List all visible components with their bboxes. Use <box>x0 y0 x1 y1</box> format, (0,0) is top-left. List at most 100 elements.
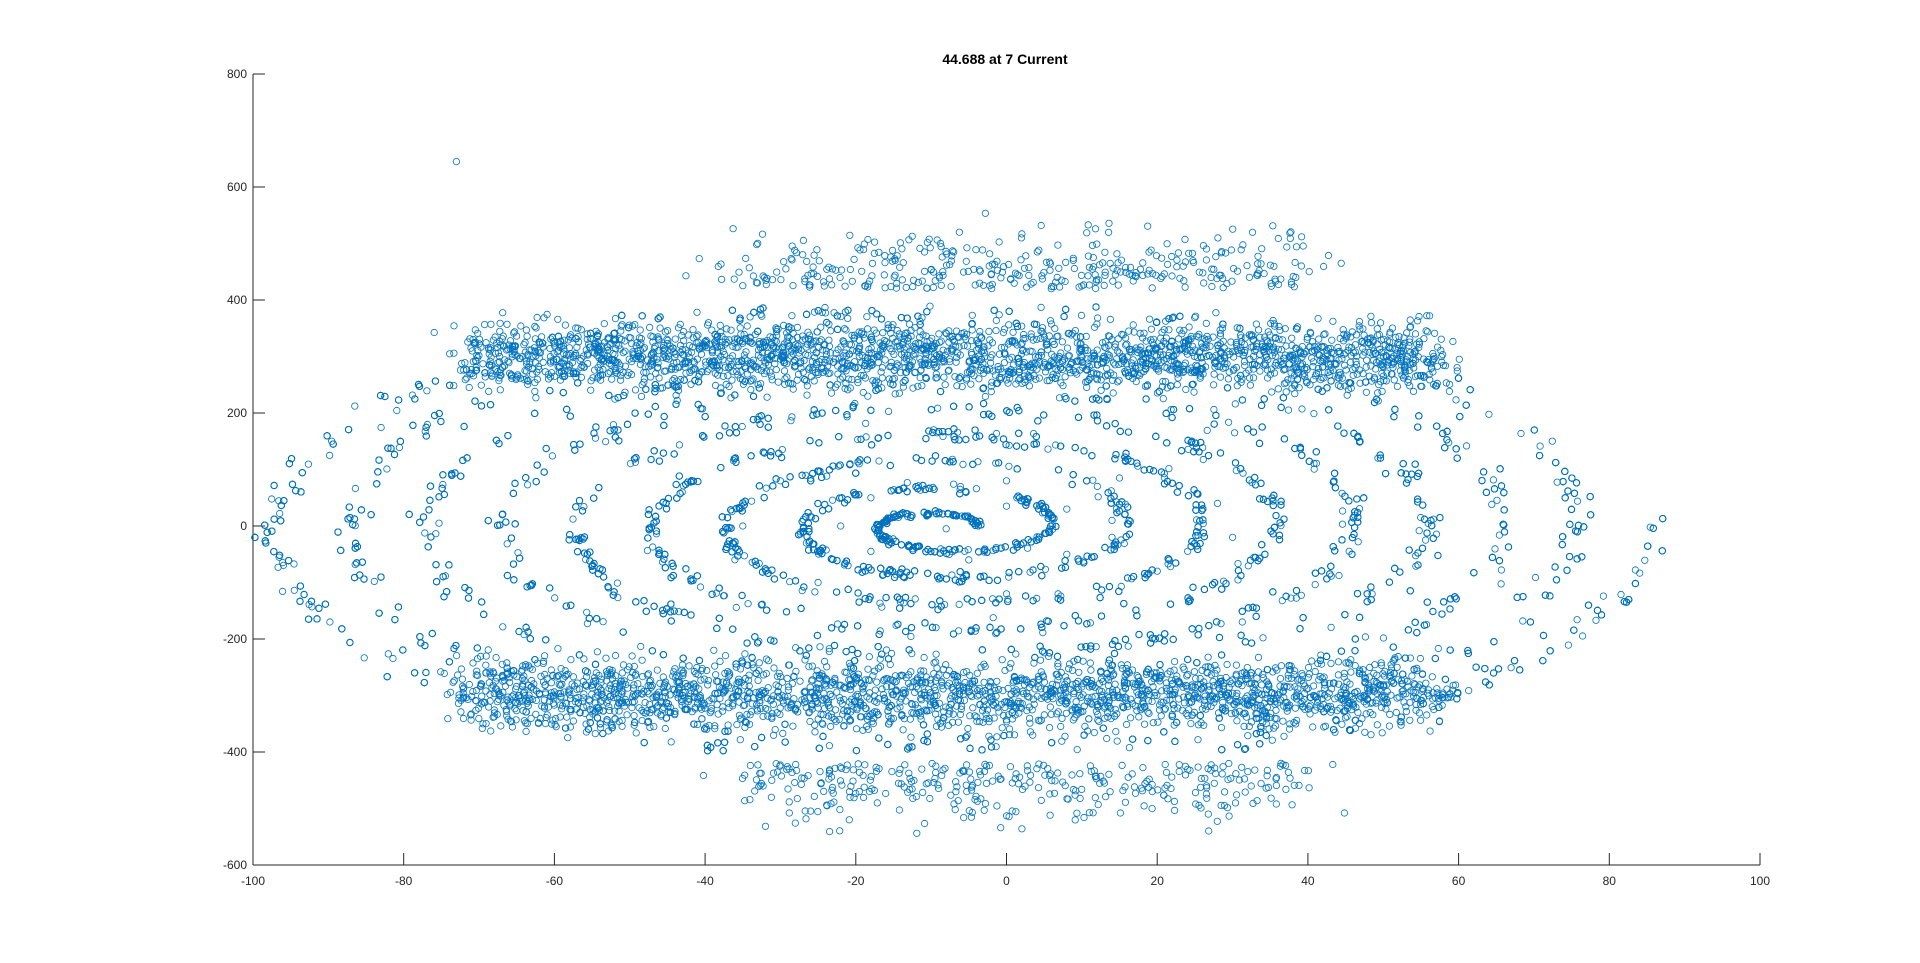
data-point <box>1361 633 1370 641</box>
x-tick-label: 20 <box>1151 874 1165 888</box>
data-point <box>290 560 298 568</box>
data-point <box>712 589 721 597</box>
data-point <box>1225 418 1233 426</box>
data-point <box>1217 620 1225 628</box>
data-point <box>520 630 528 639</box>
data-point <box>948 571 956 579</box>
data-point <box>1488 500 1496 508</box>
x-tick-label: -60 <box>546 874 564 888</box>
data-point <box>992 316 1000 325</box>
data-point <box>955 600 963 609</box>
data-point <box>1432 530 1441 538</box>
data-point <box>1409 387 1418 395</box>
data-point <box>908 649 916 658</box>
data-point <box>439 480 447 489</box>
data-point <box>814 550 823 558</box>
data-point <box>1094 493 1102 501</box>
data-point <box>351 484 359 493</box>
data-point <box>911 595 919 603</box>
data-point <box>1355 505 1364 513</box>
data-point <box>393 406 401 415</box>
data-point <box>1242 744 1250 753</box>
data-point <box>882 646 891 654</box>
data-point <box>875 457 883 465</box>
data-point <box>971 627 979 635</box>
data-point <box>1507 664 1515 672</box>
data-point <box>421 427 429 435</box>
x-tick-label: 80 <box>1603 874 1617 888</box>
data-point <box>907 632 915 641</box>
x-tick-label: 100 <box>1750 874 1770 888</box>
data-point <box>1335 571 1343 580</box>
data-point <box>900 599 908 607</box>
data-point <box>806 513 814 521</box>
data-point <box>304 460 312 468</box>
data-point <box>1210 405 1218 414</box>
data-point <box>278 587 287 596</box>
data-point <box>1292 594 1301 602</box>
y-tick-label: 600 <box>227 180 247 194</box>
data-point <box>1311 580 1319 589</box>
x-tick-label: 40 <box>1301 874 1315 888</box>
data-point <box>1244 732 1252 740</box>
data-point <box>918 382 926 390</box>
data-point <box>1485 410 1493 418</box>
data-point <box>591 434 600 442</box>
x-tick-label: -100 <box>241 874 265 888</box>
data-point <box>268 495 276 503</box>
data-point <box>992 743 1000 751</box>
data-point <box>1073 745 1081 754</box>
data-point <box>1334 658 1343 666</box>
data-point <box>959 460 967 468</box>
data-point <box>1320 723 1328 731</box>
data-point <box>580 502 588 511</box>
data-point <box>326 618 334 626</box>
data-point <box>499 623 507 631</box>
data-point <box>825 742 834 750</box>
data-point <box>989 614 997 622</box>
data-point <box>652 530 661 538</box>
data-point <box>899 726 907 734</box>
data-point <box>887 649 896 658</box>
data-point <box>1239 469 1247 477</box>
data-point <box>1005 441 1013 449</box>
data-point <box>855 460 863 468</box>
data-point <box>823 472 831 480</box>
data-point <box>421 529 429 537</box>
data-point <box>1166 562 1175 571</box>
data-point <box>1004 379 1012 387</box>
data-point <box>952 353 961 361</box>
data-point <box>325 451 334 459</box>
data-point <box>876 599 884 607</box>
data-point <box>934 404 942 412</box>
data-point <box>290 586 298 594</box>
data-point <box>810 308 819 316</box>
data-point <box>1495 531 1504 539</box>
data-point <box>1641 556 1649 564</box>
data-point <box>423 387 431 395</box>
data-point <box>432 530 440 538</box>
data-point <box>1277 521 1285 530</box>
data-point <box>992 429 1001 438</box>
data-point <box>1617 590 1625 599</box>
data-point <box>926 302 934 310</box>
data-point <box>988 595 997 603</box>
data-point <box>408 391 416 399</box>
x-tick-label: -40 <box>696 874 714 888</box>
data-point <box>279 561 288 569</box>
data-point <box>1233 382 1241 390</box>
data-point <box>1592 616 1600 624</box>
data-point <box>675 608 683 616</box>
data-point <box>631 458 640 466</box>
data-point <box>601 437 610 446</box>
data-point <box>643 546 652 555</box>
data-point <box>503 540 511 548</box>
data-point <box>1327 623 1335 632</box>
data-point <box>679 482 688 490</box>
data-point <box>949 480 958 488</box>
y-tick-label: 800 <box>227 67 247 81</box>
data-point <box>678 488 686 496</box>
y-tick-label: 200 <box>227 406 247 420</box>
data-point <box>1278 596 1286 605</box>
